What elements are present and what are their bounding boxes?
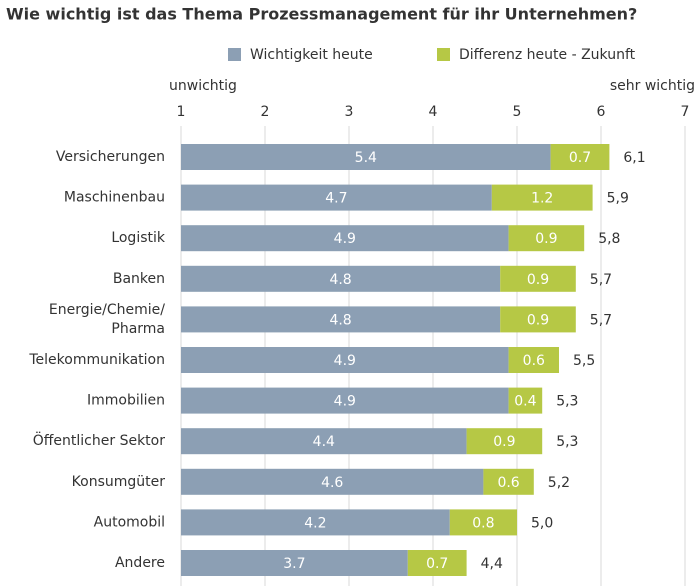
legend-label: Wichtigkeit heute [250,47,373,63]
value-label: 0.4 [514,394,536,410]
bar-segment [181,387,509,414]
bar-segment [181,225,509,252]
x-tick-label: 1 [177,104,186,120]
bar-segment [181,184,492,211]
legend-swatch [228,48,241,61]
value-label: 0.8 [472,515,494,531]
bar-segment [550,144,610,170]
value-label: 5.4 [355,150,377,166]
x-tick-label: 2 [261,104,270,120]
value-label: 0.9 [535,231,557,247]
y-tick-label: Immobilien [87,393,165,409]
value-label: 0.6 [497,475,519,491]
bar-segment [181,265,501,292]
chart-title: Wie wichtig ist das Thema Prozessmanagem… [6,5,637,24]
legend-swatch [437,48,450,61]
bar-segment [466,428,543,455]
bar-segment [500,306,576,333]
total-label: 5,3 [556,434,578,450]
value-label: 4.7 [325,191,347,207]
bar-segment [181,306,501,333]
value-label: 4.6 [321,475,343,491]
value-label: 4.9 [334,353,356,369]
total-label: 5,5 [573,353,595,369]
x-label-right: sehr wichtig [610,78,695,94]
total-label: 5,7 [590,272,612,288]
y-tick-label: Konsumgüter [72,474,166,490]
bar-segment [508,225,585,252]
x-tick-label: 4 [429,104,438,120]
y-tick-label: Telekommunikation [28,352,165,368]
value-label: 4.9 [334,394,356,410]
value-label: 3.7 [283,556,305,572]
value-label: 4.8 [329,312,351,328]
bar-segment [500,265,576,292]
value-label: 0.9 [493,434,515,450]
x-tick-label: 3 [345,104,354,120]
bar-segment [181,428,467,455]
legend-label: Differenz heute - Zukunft [459,47,636,63]
y-tick-label: Öffentlicher Sektor [33,431,165,449]
value-label: 4.2 [304,515,326,531]
total-label: 5,8 [598,231,620,247]
y-tick-label: Automobil [94,514,165,530]
bar-segment [483,468,534,495]
total-label: 5,9 [607,191,629,207]
bar-segment [491,184,593,211]
bar-segment [181,468,484,495]
bar-segment [508,347,559,373]
total-label: 6,1 [623,150,645,166]
value-label: 0.9 [527,312,549,328]
bar-segment [407,550,467,576]
total-label: 4,4 [481,556,503,572]
value-label: 4.9 [334,231,356,247]
total-label: 5,2 [548,475,570,491]
value-label: 1.2 [531,191,553,207]
value-label: 0.7 [426,556,448,572]
value-label: 4.8 [329,272,351,288]
bar-segment [508,387,543,414]
x-label-left: unwichtig [169,78,237,94]
y-tick-label: Banken [113,271,165,287]
y-tick-label: Maschinenbau [64,190,165,206]
total-label: 5,7 [590,312,612,328]
total-label: 5,0 [531,515,553,531]
bar-segment [181,144,551,170]
x-tick-label: 5 [513,104,522,120]
bar-segment [181,509,450,536]
y-tick-label: Versicherungen [56,149,165,165]
value-label: 0.7 [569,150,591,166]
value-label: 4.4 [313,434,335,450]
value-label: 0.9 [527,272,549,288]
bar-segment [449,509,517,536]
total-label: 5,3 [556,394,578,410]
bar-segment [181,347,509,373]
bar-segment [181,550,408,576]
value-label: 0.6 [523,353,545,369]
y-tick-label: Energie/Chemie/Pharma [49,302,165,337]
x-tick-label: 7 [681,104,690,120]
x-tick-label: 6 [597,104,606,120]
y-tick-label: Andere [115,555,165,571]
y-tick-label: Logistik [111,230,166,246]
